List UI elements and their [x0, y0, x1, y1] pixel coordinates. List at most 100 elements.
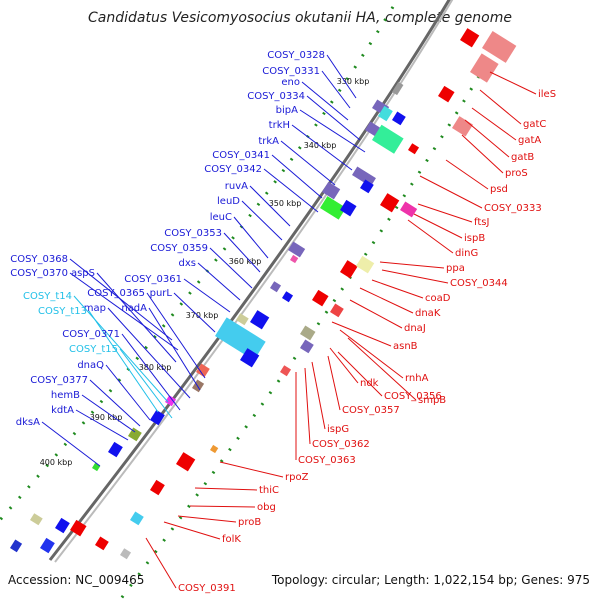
leader-line-left [105, 364, 151, 421]
gene-label: kdtA [51, 405, 74, 416]
leader-line-left [291, 124, 353, 171]
leader-line-left [121, 333, 181, 411]
gene-feature [69, 519, 87, 537]
gene-feature [320, 196, 347, 220]
gene-feature [215, 317, 266, 361]
gene-label: COSY_0334 [247, 91, 305, 102]
gene-label: coaD [425, 293, 451, 304]
gene-label: proS [505, 168, 528, 179]
gene-feature [312, 289, 329, 307]
gene-feature [377, 105, 393, 122]
kbp-tick-label: 360 kbp [229, 257, 262, 266]
gene-feature [196, 363, 210, 378]
leader-line-left [321, 70, 351, 109]
leader-line-right [327, 355, 341, 411]
map-title: Candidatus Vesicomyosocius okutanii HA, … [88, 10, 512, 26]
gene-feature [150, 479, 165, 496]
tick-track-outer [118, 39, 502, 600]
leader-line-right [359, 287, 414, 314]
gene-feature [380, 193, 400, 213]
leader-line-left [271, 154, 323, 199]
gene-label: COSY_0342 [204, 164, 262, 175]
gene-feature [150, 409, 165, 426]
gene-label: ppa [446, 263, 465, 274]
gene-label: psd [490, 184, 508, 195]
leader-line-left [75, 409, 129, 441]
kbp-tick-label: 390 kbp [90, 413, 123, 422]
gene-label: map [84, 303, 106, 314]
gene-label: COSY_0368 [10, 254, 68, 265]
leader-line-right [145, 537, 177, 589]
gene-label: dksA [16, 417, 40, 428]
leader-line-right [219, 461, 284, 478]
genome-backbone-shadow [54, 0, 454, 563]
leader-line-left [173, 292, 216, 333]
leader-line-right [381, 269, 449, 284]
gene-label: eno [281, 77, 300, 88]
gene-label: COSY_0353 [164, 228, 222, 239]
leader-line-right [479, 89, 522, 125]
gene-feature [352, 166, 376, 187]
leader-line-right [371, 279, 424, 299]
gene-feature [452, 116, 473, 137]
gene-label: COSY_0362 [312, 439, 370, 450]
gene-feature [128, 427, 142, 442]
leader-line-right [189, 505, 256, 508]
leader-line-right [464, 119, 510, 158]
gene-label: folK [222, 534, 241, 545]
gene-label: gatC [523, 119, 546, 130]
gene-label: ispG [327, 424, 349, 435]
gene-feature [239, 348, 260, 368]
leader-line-left [306, 95, 361, 141]
leader-line-right [417, 203, 473, 223]
gene-label: aspS [71, 268, 95, 279]
leader-line-right [194, 487, 258, 491]
gene-feature [192, 379, 205, 393]
gene-feature [400, 201, 418, 218]
leader-line-left [88, 310, 159, 413]
leader-line-right [419, 175, 483, 209]
gene-label: trkH [269, 120, 290, 131]
gene-feature [175, 452, 196, 472]
gene-label: COSY_0377 [30, 375, 88, 386]
gene-label: ftsJ [474, 217, 489, 228]
gene-label: nadA [121, 303, 147, 314]
gene-label: dnaQ [77, 360, 104, 371]
leader-line-left [81, 394, 136, 433]
leader-line-left [41, 421, 101, 467]
kbp-tick-label: 330 kbp [337, 77, 370, 86]
leader-line-left [119, 348, 173, 419]
accession-text: Accession: NC_009465 [8, 573, 144, 587]
gene-label: dnaJ [404, 323, 426, 334]
gene-feature [392, 81, 404, 96]
gene-label: purL [150, 288, 173, 299]
leader-line-right [331, 321, 392, 347]
gene-feature [392, 111, 406, 126]
gene-label: dxs [179, 258, 196, 269]
gene-label: ileS [538, 89, 556, 100]
gene-feature [120, 548, 132, 560]
gene-feature [300, 325, 316, 341]
leader-line-right [461, 134, 504, 174]
gene-label: gatB [511, 152, 534, 163]
kbp-tick-label: 350 kbp [269, 199, 302, 208]
leader-line-left [148, 307, 201, 391]
gene-feature [481, 31, 517, 63]
gene-feature [165, 395, 177, 407]
leader-line-right [349, 299, 403, 329]
gene-label: COSY_0341 [212, 150, 270, 161]
gene-label: bipA [276, 105, 298, 116]
gene-label: ruvA [225, 181, 248, 192]
gene-label: ispB [464, 233, 485, 244]
leader-line-right [339, 329, 404, 379]
gene-feature [55, 517, 70, 534]
leader-line-right [304, 367, 311, 445]
kbp-tick-label: 380 kbp [139, 363, 172, 372]
topology-text: Topology: circular; Length: 1,022,154 bp… [271, 573, 590, 587]
gene-label: rpoZ [285, 472, 309, 483]
gene-feature [210, 444, 219, 454]
leader-line-left [197, 262, 241, 301]
leader-line-left [146, 292, 206, 379]
